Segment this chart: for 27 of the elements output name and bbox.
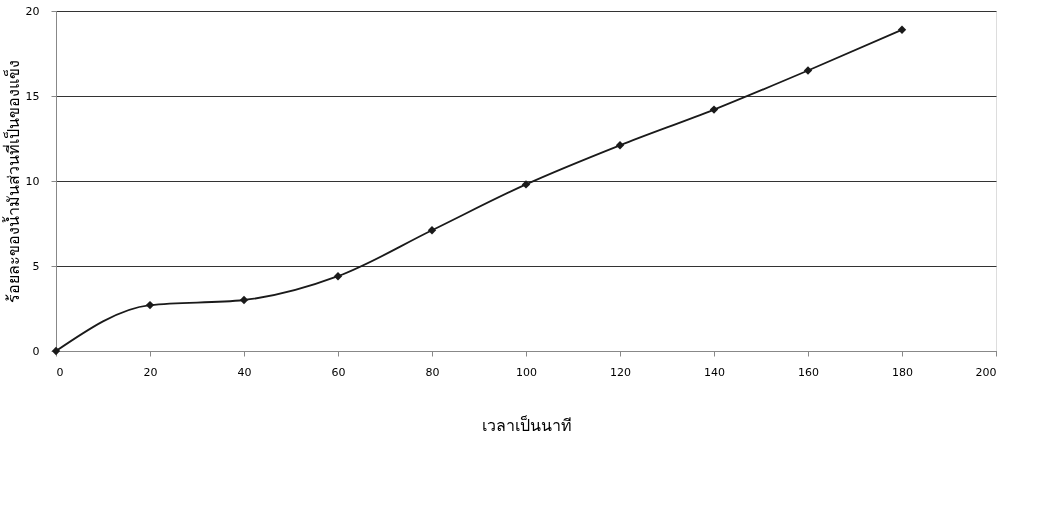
point: [427, 226, 437, 235]
point: [145, 300, 155, 310]
x-tick-label: 40: [237, 365, 252, 379]
x-tick-label: 80: [425, 365, 440, 379]
x-tick-label: 120: [610, 365, 631, 379]
y-tick-label: 0: [32, 344, 40, 358]
point: [239, 295, 249, 305]
y-tick-label: 20: [25, 4, 40, 18]
x-tick-label: 0: [56, 365, 64, 379]
x-tick-label: 20: [143, 365, 158, 379]
point: [897, 25, 907, 34]
point: [615, 141, 625, 150]
point: [803, 66, 813, 75]
x-tick-label: 180: [892, 365, 913, 379]
x-tick-label: 140: [704, 365, 725, 379]
x-tick-label: 100: [516, 365, 537, 379]
point: [333, 272, 343, 281]
y-axis-title: ร้อยละของน้ำมันส่วนที่เป็นของแข็ง: [1, 60, 23, 303]
y-tick-label: 15: [25, 89, 40, 103]
point: [521, 180, 531, 189]
x-tick-label: 160: [798, 365, 819, 379]
y-tick-label: 10: [25, 174, 40, 188]
x-axis-title: เวลาเป็นนาที: [481, 414, 572, 435]
point: [709, 105, 719, 114]
y-tick-label: 5: [32, 259, 40, 273]
x-tick-label: 200: [975, 365, 997, 379]
x-tick-label: 60: [331, 365, 346, 379]
